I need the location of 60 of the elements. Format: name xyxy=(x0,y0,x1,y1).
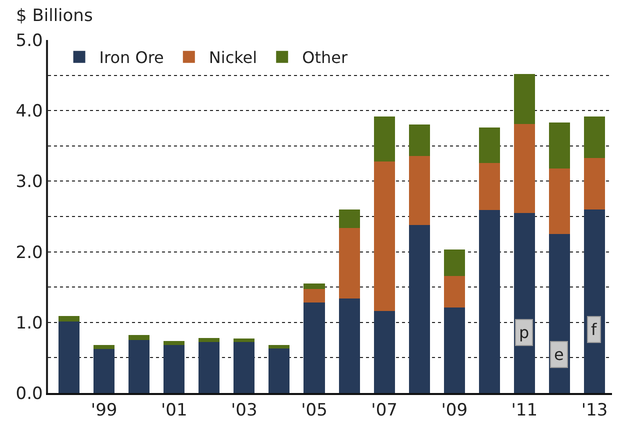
bar xyxy=(478,162,500,210)
y-tick-label: 0.0 xyxy=(16,384,43,404)
bar xyxy=(164,344,185,393)
bar xyxy=(408,224,430,393)
legend-label: Other xyxy=(302,48,348,68)
bar xyxy=(304,289,325,303)
y-tick-label: 2.0 xyxy=(16,242,43,263)
bar xyxy=(58,322,80,393)
y-tick-label: 5.0 xyxy=(16,30,43,51)
legend-label: Iron Ore xyxy=(99,48,164,68)
bar xyxy=(478,210,500,393)
bar xyxy=(268,348,290,393)
bar xyxy=(444,250,465,276)
x-tick-label: '05 xyxy=(301,400,328,420)
bar xyxy=(478,128,500,163)
annotation: f xyxy=(591,320,597,339)
bar xyxy=(374,311,395,393)
x-tick-label: '99 xyxy=(90,400,118,420)
bar xyxy=(164,340,185,345)
bar xyxy=(514,74,535,124)
bar xyxy=(338,228,360,298)
y-tick-label: 3.0 xyxy=(16,172,43,192)
bar xyxy=(198,342,220,393)
annotation: p xyxy=(519,323,530,342)
bar xyxy=(408,124,430,156)
y-tick-label: 4.0 xyxy=(16,102,43,122)
annotation: e xyxy=(554,345,564,364)
bar xyxy=(444,308,465,393)
bar xyxy=(234,342,255,393)
x-tick-label: '11 xyxy=(511,400,538,420)
bar xyxy=(374,161,395,312)
bar xyxy=(198,338,220,342)
bar xyxy=(584,209,605,393)
bar xyxy=(304,284,325,290)
bar xyxy=(94,349,115,393)
x-tick-label: '13 xyxy=(581,400,608,420)
bar xyxy=(94,344,115,350)
legend-label: Nickel xyxy=(208,48,258,68)
x-tick-label: '09 xyxy=(441,400,468,420)
x-tick-label: '07 xyxy=(371,400,398,420)
bar xyxy=(584,158,605,210)
bar xyxy=(548,168,570,234)
bar xyxy=(268,344,290,349)
x-tick-label: '01 xyxy=(160,400,188,420)
bar xyxy=(338,209,360,228)
y-tick-label: 1.0 xyxy=(16,313,43,334)
bar xyxy=(304,302,325,393)
bar xyxy=(128,335,150,340)
bar xyxy=(444,276,465,308)
bar xyxy=(374,116,395,162)
bar xyxy=(514,124,535,213)
bar xyxy=(548,122,570,168)
bar xyxy=(338,298,360,393)
bar xyxy=(58,316,80,322)
y-axis-title: $ Billions xyxy=(16,6,93,26)
bar xyxy=(128,340,150,393)
bar xyxy=(584,116,605,158)
x-tick-label: '03 xyxy=(231,400,258,420)
bar xyxy=(234,338,255,342)
bar xyxy=(408,156,430,225)
